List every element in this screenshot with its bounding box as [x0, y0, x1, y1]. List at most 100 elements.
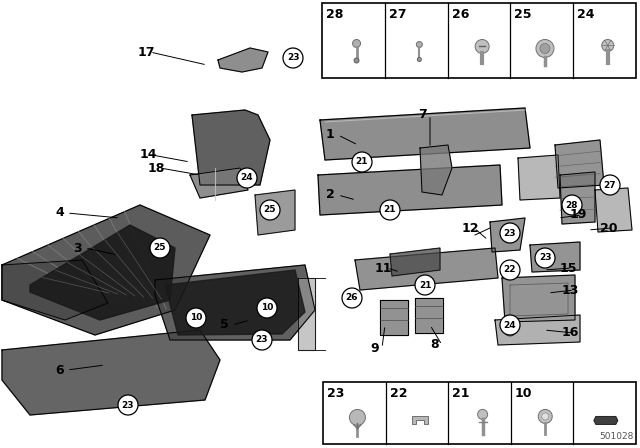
- Bar: [323, 382, 636, 444]
- Circle shape: [535, 248, 555, 268]
- Text: 23: 23: [504, 228, 516, 237]
- Polygon shape: [30, 225, 175, 320]
- Text: 4: 4: [55, 207, 64, 220]
- Circle shape: [500, 223, 520, 243]
- Text: 18: 18: [148, 161, 165, 175]
- Polygon shape: [155, 265, 315, 340]
- Circle shape: [342, 288, 362, 308]
- Polygon shape: [298, 278, 315, 350]
- Text: 7: 7: [418, 108, 427, 121]
- Text: 28: 28: [566, 201, 579, 210]
- Text: 27: 27: [389, 8, 406, 21]
- Text: 15: 15: [560, 262, 577, 275]
- Polygon shape: [412, 417, 428, 424]
- Circle shape: [475, 39, 489, 53]
- Circle shape: [500, 315, 520, 335]
- Text: 23: 23: [256, 336, 268, 345]
- Circle shape: [477, 409, 488, 419]
- Polygon shape: [2, 260, 108, 320]
- Polygon shape: [380, 300, 408, 335]
- Polygon shape: [190, 168, 248, 198]
- Text: 14: 14: [140, 148, 157, 161]
- Circle shape: [600, 175, 620, 195]
- Text: 16: 16: [562, 327, 579, 340]
- Circle shape: [352, 152, 372, 172]
- Circle shape: [150, 238, 170, 258]
- Text: 19: 19: [570, 208, 588, 221]
- Circle shape: [257, 298, 277, 318]
- Text: 10: 10: [261, 303, 273, 313]
- Circle shape: [252, 330, 272, 350]
- Text: 26: 26: [452, 8, 469, 21]
- Text: 28: 28: [326, 8, 344, 21]
- Text: 26: 26: [346, 293, 358, 302]
- Polygon shape: [560, 172, 595, 224]
- Circle shape: [536, 39, 554, 57]
- Text: 501028: 501028: [600, 432, 634, 441]
- Bar: [322, 3, 636, 78]
- Text: 12: 12: [462, 221, 479, 234]
- Circle shape: [504, 324, 516, 336]
- Text: 2: 2: [326, 189, 335, 202]
- Circle shape: [349, 409, 365, 426]
- Polygon shape: [192, 110, 270, 185]
- Polygon shape: [415, 298, 443, 333]
- Circle shape: [417, 42, 422, 47]
- Circle shape: [260, 200, 280, 220]
- Polygon shape: [420, 145, 452, 195]
- Text: 21: 21: [356, 158, 368, 167]
- Text: 17: 17: [138, 46, 156, 59]
- Text: 27: 27: [604, 181, 616, 190]
- Polygon shape: [555, 140, 604, 188]
- Circle shape: [538, 409, 552, 423]
- Circle shape: [415, 275, 435, 295]
- Polygon shape: [318, 165, 502, 215]
- Polygon shape: [165, 270, 305, 335]
- Circle shape: [602, 39, 614, 52]
- Circle shape: [540, 43, 550, 53]
- Text: 24: 24: [241, 173, 253, 182]
- Text: 23: 23: [122, 401, 134, 409]
- Polygon shape: [2, 330, 220, 415]
- Text: 20: 20: [600, 221, 618, 234]
- Polygon shape: [518, 155, 560, 200]
- Circle shape: [118, 395, 138, 415]
- Text: 9: 9: [370, 341, 379, 354]
- Text: 3: 3: [73, 241, 82, 254]
- Text: 10: 10: [190, 314, 202, 323]
- Circle shape: [380, 200, 400, 220]
- Polygon shape: [218, 48, 268, 72]
- Polygon shape: [595, 188, 632, 232]
- Circle shape: [541, 413, 548, 420]
- Text: 25: 25: [264, 206, 276, 215]
- Text: 22: 22: [390, 387, 407, 400]
- Text: 21: 21: [419, 280, 431, 289]
- Circle shape: [417, 57, 421, 61]
- Circle shape: [500, 260, 520, 280]
- Text: 10: 10: [515, 387, 532, 400]
- Polygon shape: [2, 205, 210, 335]
- Text: 22: 22: [504, 266, 516, 275]
- Text: 24: 24: [577, 8, 595, 21]
- Polygon shape: [390, 248, 440, 276]
- Circle shape: [283, 48, 303, 68]
- Text: 23: 23: [539, 254, 551, 263]
- Polygon shape: [320, 108, 530, 160]
- Circle shape: [186, 308, 206, 328]
- Circle shape: [562, 195, 582, 215]
- Text: 24: 24: [504, 320, 516, 329]
- Polygon shape: [495, 315, 580, 345]
- Text: 21: 21: [384, 206, 396, 215]
- Text: 5: 5: [220, 319, 228, 332]
- Polygon shape: [490, 218, 525, 252]
- Polygon shape: [594, 417, 618, 424]
- Polygon shape: [502, 275, 575, 322]
- Text: 25: 25: [154, 244, 166, 253]
- Circle shape: [354, 58, 359, 63]
- Text: 1: 1: [326, 129, 335, 142]
- Text: 11: 11: [375, 262, 392, 275]
- Polygon shape: [255, 190, 295, 235]
- Text: 13: 13: [562, 284, 579, 297]
- Circle shape: [237, 168, 257, 188]
- Text: 8: 8: [430, 339, 438, 352]
